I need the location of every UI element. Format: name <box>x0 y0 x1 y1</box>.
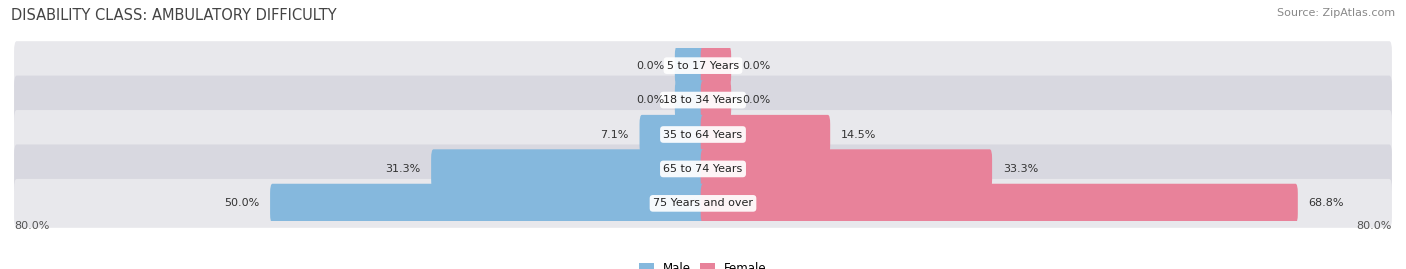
FancyBboxPatch shape <box>14 179 1392 228</box>
Text: 35 to 64 Years: 35 to 64 Years <box>664 129 742 140</box>
Text: 5 to 17 Years: 5 to 17 Years <box>666 61 740 71</box>
FancyBboxPatch shape <box>640 115 706 154</box>
Text: 31.3%: 31.3% <box>385 164 420 174</box>
FancyBboxPatch shape <box>14 110 1392 159</box>
Text: 7.1%: 7.1% <box>600 129 628 140</box>
Text: 0.0%: 0.0% <box>742 61 770 71</box>
Text: 68.8%: 68.8% <box>1309 198 1344 208</box>
Text: 33.3%: 33.3% <box>1002 164 1038 174</box>
FancyBboxPatch shape <box>700 149 993 189</box>
Text: 80.0%: 80.0% <box>1357 221 1392 231</box>
Text: 0.0%: 0.0% <box>742 95 770 105</box>
Text: Source: ZipAtlas.com: Source: ZipAtlas.com <box>1277 8 1395 18</box>
FancyBboxPatch shape <box>14 144 1392 193</box>
FancyBboxPatch shape <box>675 46 706 85</box>
Text: DISABILITY CLASS: AMBULATORY DIFFICULTY: DISABILITY CLASS: AMBULATORY DIFFICULTY <box>11 8 337 23</box>
Text: 14.5%: 14.5% <box>841 129 876 140</box>
Text: 50.0%: 50.0% <box>224 198 260 208</box>
FancyBboxPatch shape <box>270 184 706 223</box>
FancyBboxPatch shape <box>432 149 706 189</box>
FancyBboxPatch shape <box>14 76 1392 125</box>
FancyBboxPatch shape <box>700 80 731 120</box>
Text: 0.0%: 0.0% <box>636 95 664 105</box>
Text: 80.0%: 80.0% <box>14 221 49 231</box>
Text: 75 Years and over: 75 Years and over <box>652 198 754 208</box>
FancyBboxPatch shape <box>700 184 1298 223</box>
Text: 18 to 34 Years: 18 to 34 Years <box>664 95 742 105</box>
FancyBboxPatch shape <box>675 80 706 120</box>
Legend: Male, Female: Male, Female <box>634 258 772 269</box>
FancyBboxPatch shape <box>700 115 830 154</box>
FancyBboxPatch shape <box>14 41 1392 90</box>
FancyBboxPatch shape <box>700 46 731 85</box>
Text: 65 to 74 Years: 65 to 74 Years <box>664 164 742 174</box>
Text: 0.0%: 0.0% <box>636 61 664 71</box>
